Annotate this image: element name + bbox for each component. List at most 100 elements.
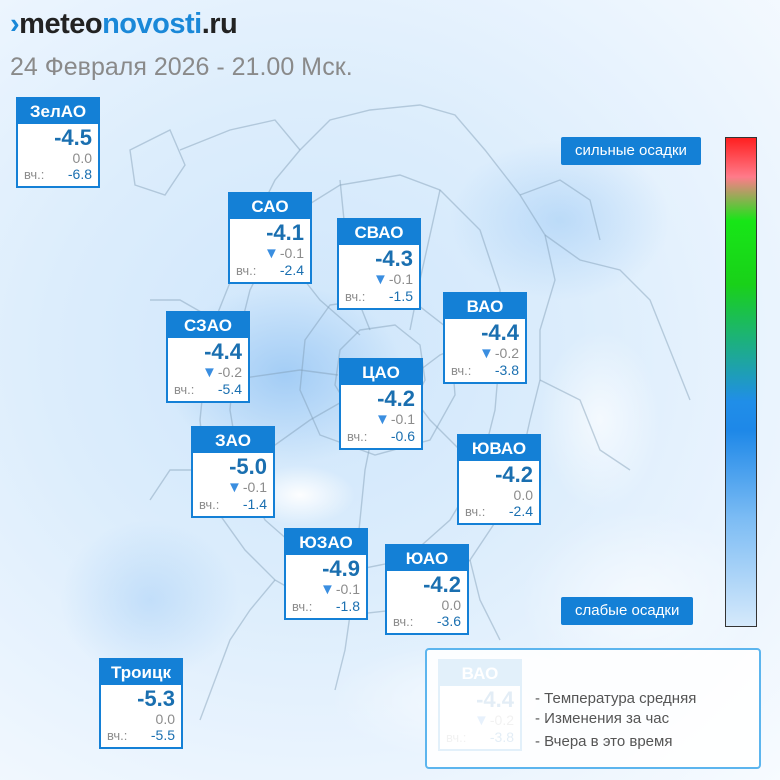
district-card[interactable]: ЮАО -4.2 0.0 вч.: -3.6 xyxy=(385,544,469,635)
yesterday-value: -5.5 xyxy=(150,727,175,743)
hourly-change-value: -0.1 xyxy=(335,581,360,597)
hourly-change-value: -0.2 xyxy=(494,345,519,361)
logo-mark-icon: › xyxy=(10,8,20,40)
logo-text-part2: novosti xyxy=(102,8,202,40)
avg-temperature: -4.9 xyxy=(322,556,360,581)
district-card[interactable]: Троицк -5.3 0.0 вч.: -5.5 xyxy=(99,658,183,749)
yesterday-row: вч.: -1.5 xyxy=(345,288,413,305)
hourly-change: 0.0 xyxy=(107,711,175,727)
district-name: СВАО xyxy=(339,220,419,245)
hourly-change-value: 0.0 xyxy=(72,150,92,166)
yesterday-label: вч.: xyxy=(174,382,195,397)
yesterday-value: -2.4 xyxy=(508,503,533,519)
yesterday-label: вч.: xyxy=(107,728,128,743)
forecast-datetime: 24 Февраля 2026 - 21.00 Мск. xyxy=(10,53,353,81)
district-name: ЦАО xyxy=(341,360,421,385)
hourly-change: ▼-0.2 xyxy=(451,345,519,362)
yesterday-value: -0.6 xyxy=(390,428,415,444)
avg-temperature: -5.0 xyxy=(229,454,267,479)
yesterday-value: -1.4 xyxy=(242,496,267,512)
yesterday-label: вч.: xyxy=(465,504,486,519)
site-logo[interactable]: ›meteonovosti.ru xyxy=(10,6,238,42)
district-card[interactable]: ЦАО -4.2 ▼-0.1 вч.: -0.6 xyxy=(339,358,423,450)
avg-temperature: -4.4 xyxy=(481,320,519,345)
precipitation-scale-bar xyxy=(725,137,757,627)
avg-temperature: -4.2 xyxy=(423,572,461,597)
yesterday-row: вч.: -2.4 xyxy=(236,262,304,279)
district-name: ЮАО xyxy=(387,546,467,571)
district-name: САО xyxy=(230,194,310,219)
yesterday-value: -2.4 xyxy=(279,262,304,278)
district-card[interactable]: САО -4.1 ▼-0.1 вч.: -2.4 xyxy=(228,192,312,284)
yesterday-row: вч.: -2.4 xyxy=(465,503,533,520)
yesterday-value: -1.5 xyxy=(388,288,413,304)
yesterday-row: вч.: -0.6 xyxy=(347,428,415,445)
district-name: ЮВАО xyxy=(459,436,539,461)
yesterday-value: -3.8 xyxy=(494,362,519,378)
district-card-body: -4.2 ▼-0.1 вч.: -0.6 xyxy=(341,385,421,448)
yesterday-row: вч.: -3.8 xyxy=(451,362,519,379)
yesterday-label: вч.: xyxy=(236,263,257,278)
district-card[interactable]: ЗАО -5.0 ▼-0.1 вч.: -1.4 xyxy=(191,426,275,518)
district-card-body: -4.1 ▼-0.1 вч.: -2.4 xyxy=(230,219,310,282)
district-name: СЗАО xyxy=(168,313,248,338)
district-card[interactable]: ВАО -4.4 ▼-0.2 вч.: -3.8 xyxy=(443,292,527,384)
yesterday-row: вч.: -1.8 xyxy=(292,598,360,615)
district-card-body: -4.2 0.0 вч.: -2.4 xyxy=(459,461,539,523)
district-card-body: -4.9 ▼-0.1 вч.: -1.8 xyxy=(286,555,366,618)
hourly-change: 0.0 xyxy=(393,597,461,613)
avg-temperature: -4.1 xyxy=(266,220,304,245)
avg-temperature: -5.3 xyxy=(137,686,175,711)
hourly-change: ▼-0.1 xyxy=(292,581,360,598)
hourly-change: ▼-0.1 xyxy=(199,479,267,496)
scale-label-light: слабые осадки xyxy=(561,597,694,625)
district-name: ЗелАО xyxy=(18,99,98,124)
district-card-body: -4.2 0.0 вч.: -3.6 xyxy=(387,571,467,633)
hourly-change: ▼-0.2 xyxy=(174,364,242,381)
hourly-change: ▼-0.1 xyxy=(347,411,415,428)
district-card[interactable]: ЗелАО -4.5 0.0 вч.: -6.8 xyxy=(16,97,100,188)
legend-line-yesterday: - Вчера в это время xyxy=(535,733,673,750)
hourly-change: ▼-0.1 xyxy=(345,271,413,288)
district-card-body: -4.4 ▼-0.2 вч.: -5.4 xyxy=(168,338,248,401)
avg-temperature: -4.4 xyxy=(204,339,242,364)
legend-panel xyxy=(425,648,761,769)
district-card-body: -5.0 ▼-0.1 вч.: -1.4 xyxy=(193,453,273,516)
district-name: Троицк xyxy=(101,660,181,685)
yesterday-value: -3.6 xyxy=(436,613,461,629)
scale-label-heavy: сильные осадки xyxy=(561,137,701,165)
district-card-body: -5.3 0.0 вч.: -5.5 xyxy=(101,685,181,747)
arrow-down-icon: ▼ xyxy=(479,345,494,362)
district-card[interactable]: ЮВАО -4.2 0.0 вч.: -2.4 xyxy=(457,434,541,525)
arrow-down-icon: ▼ xyxy=(373,271,388,288)
district-card[interactable]: ЮЗАО -4.9 ▼-0.1 вч.: -1.8 xyxy=(284,528,368,620)
yesterday-label: вч.: xyxy=(199,497,220,512)
hourly-change-value: -0.2 xyxy=(217,364,242,380)
avg-temperature: -4.5 xyxy=(54,125,92,150)
hourly-change: ▼-0.1 xyxy=(236,245,304,262)
hourly-change: 0.0 xyxy=(465,487,533,503)
hourly-change-value: 0.0 xyxy=(441,597,461,613)
yesterday-row: вч.: -5.4 xyxy=(174,381,242,398)
arrow-down-icon: ▼ xyxy=(320,581,335,598)
district-card[interactable]: СЗАО -4.4 ▼-0.2 вч.: -5.4 xyxy=(166,311,250,403)
hourly-change-value: 0.0 xyxy=(155,711,175,727)
district-card-body: -4.5 0.0 вч.: -6.8 xyxy=(18,124,98,186)
legend-line-avg-temp: - Температура средняя xyxy=(535,690,697,707)
district-name: ЗАО xyxy=(193,428,273,453)
hourly-change-value: -0.1 xyxy=(388,271,413,287)
logo-text-part1: meteo xyxy=(19,8,103,40)
hourly-change-value: 0.0 xyxy=(513,487,533,503)
avg-temperature: -4.2 xyxy=(495,462,533,487)
yesterday-row: вч.: -3.6 xyxy=(393,613,461,630)
district-card-body: -4.3 ▼-0.1 вч.: -1.5 xyxy=(339,245,419,308)
yesterday-label: вч.: xyxy=(451,363,472,378)
arrow-down-icon: ▼ xyxy=(202,364,217,381)
arrow-down-icon: ▼ xyxy=(264,245,279,262)
legend-line-hourly-change: - Изменения за час xyxy=(535,710,670,727)
avg-temperature: -4.3 xyxy=(375,246,413,271)
district-name: ЮЗАО xyxy=(286,530,366,555)
district-card[interactable]: СВАО -4.3 ▼-0.1 вч.: -1.5 xyxy=(337,218,421,310)
